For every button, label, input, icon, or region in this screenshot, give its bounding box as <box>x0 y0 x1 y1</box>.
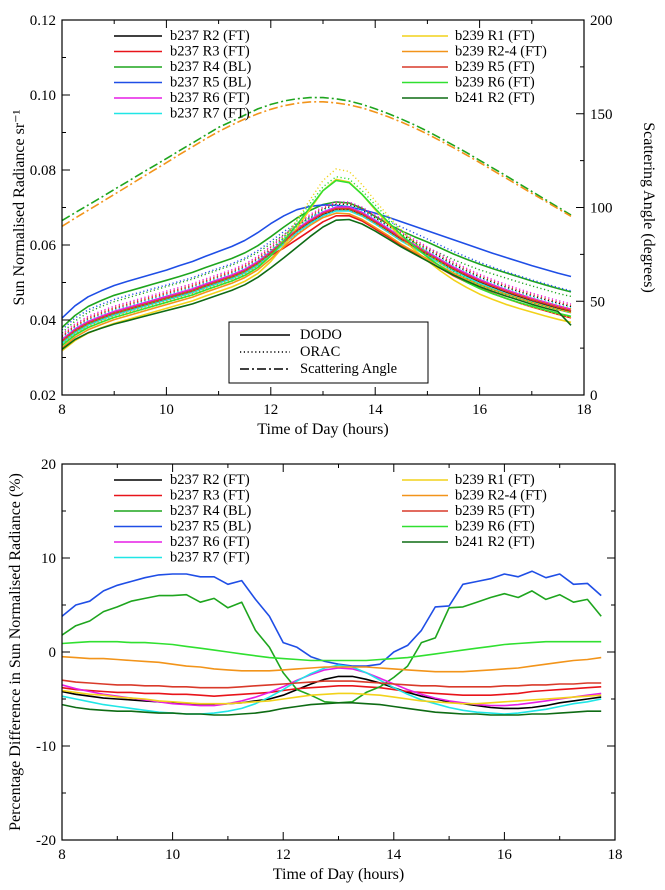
y2-tick-label: 0 <box>590 388 598 404</box>
x-tick-label: 14 <box>386 847 402 863</box>
series-line-b237-r4-bl-solid <box>62 201 572 329</box>
series-line-b237-r7-ft-solid <box>62 210 572 344</box>
series-line-scattering-angle-dashdot <box>62 96 572 222</box>
legend-label: b237 R2 (FT) <box>170 472 250 488</box>
y-tick-label: 0.04 <box>30 313 57 329</box>
x-tick-label: 12 <box>276 847 291 863</box>
x-tick-label: 8 <box>58 847 66 863</box>
y-tick-label: 0.12 <box>30 13 56 29</box>
x-tick-label: 18 <box>577 402 592 418</box>
legend: b237 R2 (FT)b237 R3 (FT)b237 R4 (BL)b237… <box>114 472 547 566</box>
x-tick-label: 10 <box>165 847 180 863</box>
legend-label: b241 R2 (FT) <box>455 90 535 106</box>
legend: b237 R2 (FT)b237 R3 (FT)b237 R4 (BL)b237… <box>114 28 547 122</box>
y2-tick-label: 100 <box>590 201 613 217</box>
legend-label: b237 R2 (FT) <box>170 28 250 44</box>
y-tick-label: 10 <box>41 551 56 567</box>
series-line-b239-r2-4-ft-solid <box>62 212 572 349</box>
legend-label: b237 R3 (FT) <box>170 44 250 60</box>
y-tick-label: 0.06 <box>30 238 57 254</box>
series-line-b237-r6-ft-solid <box>62 667 602 707</box>
chart-panel-2: 8 10 12 14 16 18 -20 -10 0 10 20 Time of Day (hours… <box>7 457 623 883</box>
x-tick-label: 16 <box>472 402 488 418</box>
y-tick-label: 0.02 <box>30 388 56 404</box>
y-tick-label: -10 <box>36 739 56 755</box>
series-group <box>62 570 602 716</box>
series-line-b239-r2-4-ft-solid <box>62 655 602 673</box>
legend-label: b237 R6 (FT) <box>170 90 250 106</box>
style-legend-label: ORAC <box>300 344 340 360</box>
series-line-b237-r7-ft-solid <box>62 664 602 715</box>
x-tick-label: 8 <box>58 402 66 418</box>
series-line-b237-r5-bl-solid <box>62 204 572 319</box>
y-axis-title: Sun Normalised Radiance sr⁻¹ <box>11 109 28 305</box>
style-legend-label: Scattering Angle <box>300 361 397 377</box>
y2-axis-title: Scattering Angle (degrees) <box>640 122 657 293</box>
legend-label: b237 R4 (BL) <box>170 59 252 75</box>
series-line-b241-r2-ft-solid <box>62 702 602 716</box>
series-line-b237-r4-bl-solid <box>62 590 602 704</box>
legend-label: b239 R2-4 (FT) <box>455 488 547 504</box>
y2-tick-label: 200 <box>590 13 613 29</box>
y-tick-label: 0.10 <box>30 88 56 104</box>
y-tick-label: 0 <box>49 645 57 661</box>
legend-label: b239 R6 (FT) <box>455 75 535 91</box>
series-line-b241-r2-ft-solid <box>62 218 572 350</box>
x-tick-label: 16 <box>497 847 513 863</box>
x-axis-title: Time of Day (hours) <box>257 421 388 438</box>
series-line-b237-r6-ft-solid <box>62 206 572 341</box>
legend-label: b237 R7 (FT) <box>170 106 250 122</box>
legend-label: b237 R4 (BL) <box>170 503 252 519</box>
x-tick-label: 10 <box>159 402 174 418</box>
legend-label: b239 R2-4 (FT) <box>455 44 547 60</box>
series-line-b239-r5-ft-solid <box>62 679 602 689</box>
series-line-b237-r4-bl-dotted <box>62 208 572 334</box>
y-tick-label: 20 <box>41 457 56 473</box>
legend-label: b239 R5 (FT) <box>455 503 535 519</box>
y2-tick-label: 50 <box>590 294 605 310</box>
legend-label: b237 R7 (FT) <box>170 550 250 566</box>
series-line-b239-r5-ft-solid <box>62 207 572 342</box>
y2-tick-label: 150 <box>590 107 613 123</box>
x-axis-title: Time of Day (hours) <box>273 866 404 883</box>
legend-label: b239 R6 (FT) <box>455 519 535 535</box>
series-line-b237-r5-bl-dotted <box>62 209 572 331</box>
series-line-b237-r5-bl-solid <box>62 570 602 667</box>
style-legend-label: DODO <box>300 327 342 343</box>
legend-label: b239 R1 (FT) <box>455 28 535 44</box>
x-tick-label: 14 <box>368 402 384 418</box>
chart-panel-1: 8 10 12 14 16 18 0.02 0.04 0.06 0.08 0.10 0.12 0 50 10… <box>11 13 657 438</box>
legend-label: b237 R3 (FT) <box>170 488 250 504</box>
style-legend-box <box>228 321 429 384</box>
y-tick-label: -20 <box>36 833 56 849</box>
series-group <box>62 96 572 352</box>
legend-label: b239 R1 (FT) <box>455 472 535 488</box>
legend-label: b237 R5 (BL) <box>170 75 252 91</box>
y-tick-label: 0.08 <box>30 163 56 179</box>
legend-label: b239 R5 (FT) <box>455 59 535 75</box>
x-tick-label: 12 <box>263 402 278 418</box>
legend-label: b237 R5 (BL) <box>170 519 252 535</box>
series-line-b237-r3-ft-solid <box>62 685 602 697</box>
series-line-b239-r1-ft-solid <box>62 689 602 705</box>
x-tick-label: 18 <box>608 847 623 863</box>
series-line-b239-r6-ft-solid <box>62 179 572 347</box>
legend-label: b241 R2 (FT) <box>455 534 535 550</box>
series-line-b239-r6-ft-solid <box>62 640 602 662</box>
legend-label: b237 R6 (FT) <box>170 534 250 550</box>
y-axis-title: Percentage Difference in Sun Normalised … <box>7 473 24 831</box>
